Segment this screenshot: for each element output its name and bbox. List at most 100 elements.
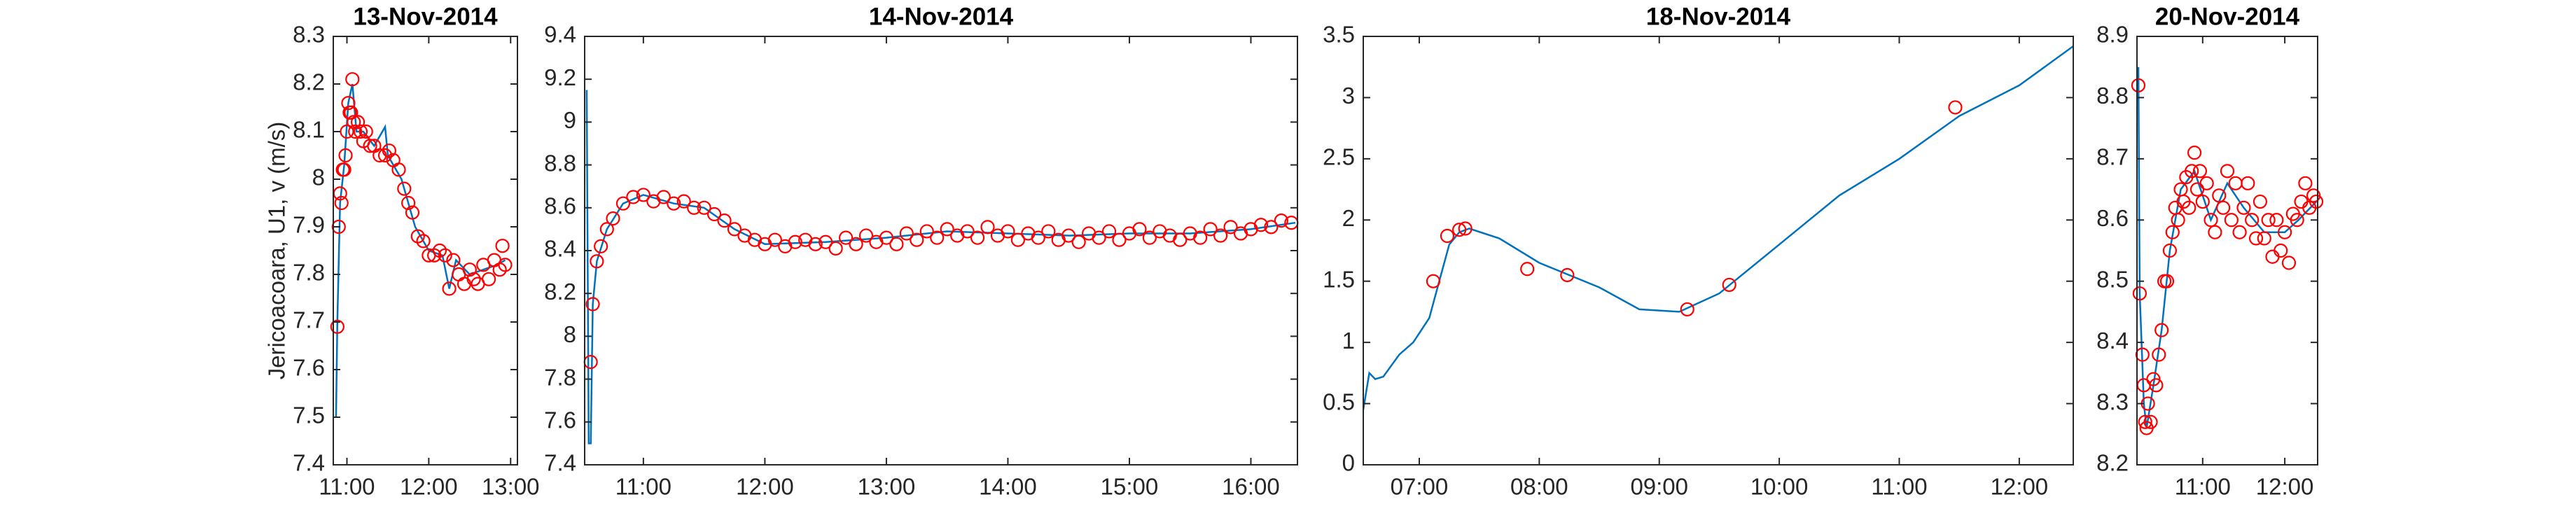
data-marker xyxy=(2199,176,2214,190)
data-marker xyxy=(2189,182,2205,197)
data-marker xyxy=(1203,222,1218,237)
data-marker xyxy=(697,200,711,215)
data-marker xyxy=(1722,277,1736,293)
data-marker xyxy=(676,194,691,209)
data-marker xyxy=(2165,225,2180,239)
data-marker xyxy=(1452,223,1467,237)
data-marker xyxy=(358,124,373,139)
data-marker xyxy=(858,228,874,243)
data-marker xyxy=(347,115,361,130)
y-tick-label: 1.5 xyxy=(1323,266,1355,292)
data-marker xyxy=(363,139,377,153)
data-marker xyxy=(2154,323,2169,337)
data-marker xyxy=(340,124,354,139)
data-marker xyxy=(2232,225,2247,239)
x-tick-label: 11:00 xyxy=(1871,474,1927,500)
x-tick-label: 12:00 xyxy=(400,474,458,500)
data-marker xyxy=(405,205,420,220)
data-marker xyxy=(397,181,412,196)
data-marker xyxy=(2157,274,2172,288)
data-line xyxy=(335,83,506,418)
data-marker xyxy=(341,96,356,111)
data-marker xyxy=(1112,232,1127,247)
y-tick-label: 7.8 xyxy=(293,260,325,286)
y-tick-label: 7.6 xyxy=(293,355,325,381)
data-marker xyxy=(970,230,985,245)
data-marker xyxy=(2241,176,2255,190)
y-tick-label: 0.5 xyxy=(1323,388,1355,414)
x-tick-label: 11:00 xyxy=(319,474,375,500)
data-marker xyxy=(585,297,600,312)
x-tick-label: 12:00 xyxy=(736,474,794,500)
y-tick-label: 7.9 xyxy=(293,212,325,238)
data-marker xyxy=(1132,222,1147,237)
data-marker xyxy=(1041,224,1056,239)
axes-box xyxy=(333,36,518,465)
y-tick-label: 8.4 xyxy=(544,236,576,262)
data-marker xyxy=(1061,228,1076,243)
data-marker xyxy=(334,195,349,211)
data-marker xyxy=(2216,200,2231,215)
axes-box xyxy=(1363,36,2074,465)
data-marker xyxy=(2182,200,2196,215)
data-marker xyxy=(2281,255,2297,270)
data-marker xyxy=(727,222,742,237)
data-marker xyxy=(2257,231,2271,246)
data-marker xyxy=(910,232,924,247)
y-tick-label: 2.5 xyxy=(1323,144,1355,170)
data-marker xyxy=(2138,414,2152,429)
data-marker xyxy=(2224,213,2239,227)
data-marker xyxy=(2220,164,2235,178)
data-marker xyxy=(1948,100,1963,115)
data-marker xyxy=(599,222,614,237)
data-marker xyxy=(808,237,823,251)
y-tick-label: 8.2 xyxy=(2096,450,2129,476)
data-marker xyxy=(498,258,513,272)
data-marker xyxy=(2162,243,2178,258)
x-tick-label: 15:00 xyxy=(1101,474,1159,500)
data-marker xyxy=(350,115,365,130)
data-marker xyxy=(1193,230,1208,245)
data-marker xyxy=(2261,213,2276,227)
data-marker xyxy=(788,234,802,249)
data-marker xyxy=(930,230,945,245)
data-line xyxy=(585,90,1296,444)
chart-title: 20-Nov-2014 xyxy=(2155,3,2300,30)
data-marker xyxy=(2146,372,2161,386)
data-marker xyxy=(438,248,452,262)
data-marker xyxy=(466,272,481,286)
y-tick-label: 8.6 xyxy=(2096,205,2129,231)
data-marker xyxy=(1274,214,1288,228)
y-tick-label: 8.7 xyxy=(2096,144,2129,170)
data-marker xyxy=(656,190,671,204)
data-marker xyxy=(1001,224,1015,239)
data-marker xyxy=(2298,176,2313,190)
data-marker xyxy=(2159,274,2175,288)
data-marker xyxy=(615,196,631,211)
data-marker xyxy=(1520,262,1535,276)
data-marker xyxy=(583,355,598,370)
y-tick-label: 7.8 xyxy=(544,364,576,390)
data-marker xyxy=(416,234,431,248)
axes-box xyxy=(2136,36,2318,465)
data-marker xyxy=(2149,378,2164,393)
data-marker xyxy=(1264,220,1279,234)
y-axis-label: Jericoacoara, U1, v (m/s) xyxy=(264,122,290,380)
chart-title: 13-Nov-2014 xyxy=(353,3,498,30)
data-marker xyxy=(636,188,650,202)
data-marker xyxy=(1031,230,1045,245)
x-tick-label: 16:00 xyxy=(1222,474,1280,500)
data-marker xyxy=(2171,213,2185,227)
y-tick-label: 2 xyxy=(1342,205,1355,231)
x-tick-label: 09:00 xyxy=(1630,474,1688,500)
data-marker xyxy=(594,239,608,253)
data-marker xyxy=(2203,213,2218,227)
data-marker xyxy=(838,230,854,245)
data-marker xyxy=(391,162,406,177)
data-marker xyxy=(1440,228,1455,244)
data-marker xyxy=(495,239,510,253)
data-marker xyxy=(462,262,477,277)
data-marker xyxy=(1426,274,1441,288)
data-marker xyxy=(2131,78,2146,93)
